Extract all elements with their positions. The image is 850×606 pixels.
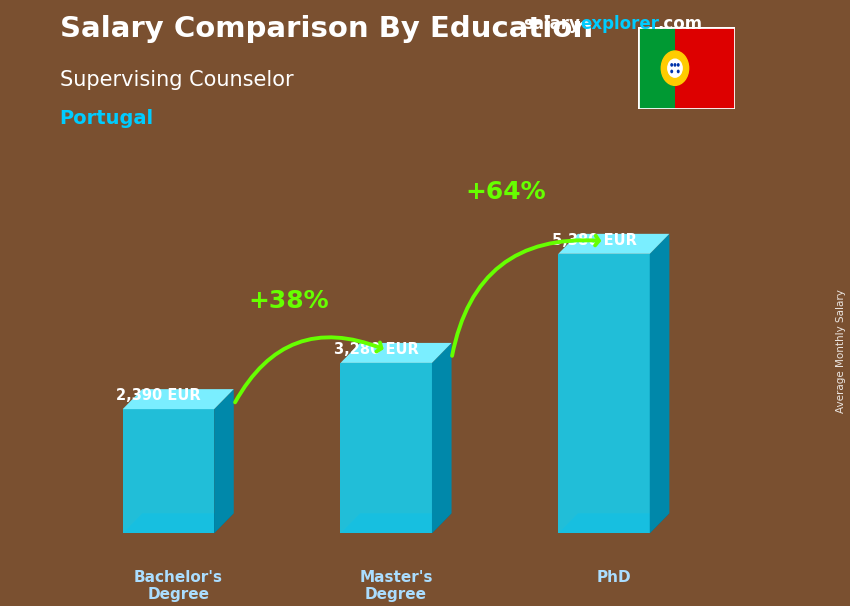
Circle shape — [677, 70, 680, 73]
Circle shape — [668, 59, 683, 77]
Polygon shape — [649, 234, 669, 533]
Text: salary: salary — [523, 15, 580, 33]
Circle shape — [677, 63, 680, 67]
Polygon shape — [122, 409, 214, 533]
Polygon shape — [558, 254, 649, 533]
Polygon shape — [341, 513, 451, 533]
Text: .com: .com — [657, 15, 702, 33]
Text: Master's
Degree: Master's Degree — [360, 570, 433, 602]
Bar — [675, 27, 735, 109]
Polygon shape — [558, 234, 669, 254]
Text: Supervising Counselor: Supervising Counselor — [60, 70, 293, 90]
Text: 5,380 EUR: 5,380 EUR — [552, 233, 637, 248]
Polygon shape — [122, 513, 234, 533]
Text: +64%: +64% — [466, 180, 547, 204]
Text: Portugal: Portugal — [60, 109, 154, 128]
Polygon shape — [341, 363, 432, 533]
Text: Average Monthly Salary: Average Monthly Salary — [836, 290, 846, 413]
Polygon shape — [432, 343, 451, 533]
Polygon shape — [214, 389, 234, 533]
Polygon shape — [341, 343, 451, 363]
Text: explorer: explorer — [581, 15, 660, 33]
Circle shape — [671, 70, 673, 73]
Polygon shape — [122, 389, 234, 409]
Text: Bachelor's
Degree: Bachelor's Degree — [133, 570, 223, 602]
Text: +38%: +38% — [248, 289, 328, 313]
Circle shape — [671, 63, 673, 67]
Text: PhD: PhD — [597, 570, 632, 585]
Text: Salary Comparison By Education: Salary Comparison By Education — [60, 15, 592, 43]
Circle shape — [673, 63, 677, 67]
Text: 3,280 EUR: 3,280 EUR — [334, 342, 419, 357]
Bar — [638, 27, 675, 109]
Circle shape — [661, 51, 689, 85]
Polygon shape — [558, 513, 669, 533]
Text: 2,390 EUR: 2,390 EUR — [116, 388, 201, 403]
